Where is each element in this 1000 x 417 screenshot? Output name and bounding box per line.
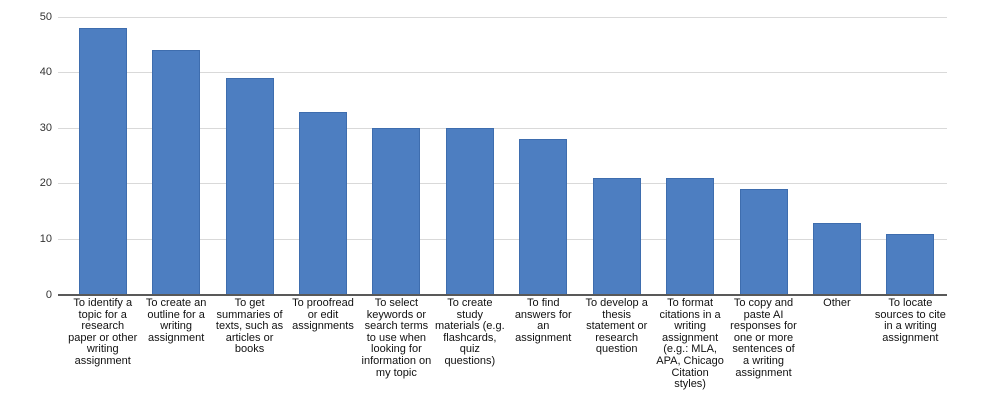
bar bbox=[886, 233, 935, 295]
y-axis-tick-label: 40 bbox=[39, 66, 52, 79]
bar bbox=[225, 78, 274, 295]
bar bbox=[519, 139, 568, 295]
bar-slot bbox=[800, 17, 873, 295]
y-axis-tick-label: 0 bbox=[45, 288, 52, 301]
bar-slot bbox=[874, 17, 947, 295]
bar bbox=[445, 128, 494, 295]
category-label: To develop a thesis statement or researc… bbox=[585, 297, 648, 356]
bar-slot bbox=[653, 17, 726, 295]
category-label: To create study materials (e.g. flashcar… bbox=[434, 297, 505, 367]
gridline bbox=[58, 72, 947, 74]
bar-slot bbox=[360, 17, 433, 295]
bar-slot bbox=[433, 17, 506, 295]
category-label: To identify a topic for a research paper… bbox=[68, 297, 138, 367]
bar-slot bbox=[66, 17, 139, 295]
bar bbox=[298, 111, 347, 295]
gridline bbox=[58, 16, 947, 18]
category-label: To format citations in a writing assignm… bbox=[656, 297, 724, 391]
category-label: To find answers for an assignment bbox=[514, 297, 572, 344]
x-axis-baseline bbox=[58, 294, 947, 296]
category-label: To get summaries of texts, such as artic… bbox=[215, 297, 284, 356]
y-axis-tick-label: 20 bbox=[39, 177, 52, 190]
category-axis-labels: To identify a topic for a research paper… bbox=[66, 297, 947, 391]
category-label: To locate sources to cite in a writing a… bbox=[874, 297, 946, 344]
y-axis-tick-label: 30 bbox=[39, 121, 52, 134]
y-axis-tick-label: 10 bbox=[39, 232, 52, 245]
bar bbox=[812, 222, 861, 295]
gridline bbox=[58, 127, 947, 129]
category-label: To proofread or edit assignments bbox=[292, 297, 354, 333]
category-label: To select keywords or search terms to us… bbox=[361, 297, 432, 379]
bar bbox=[372, 128, 421, 295]
category-label: Other bbox=[823, 297, 851, 309]
bar bbox=[666, 178, 715, 295]
bar-slot bbox=[139, 17, 212, 295]
bars-container bbox=[66, 17, 947, 295]
gridline bbox=[58, 238, 947, 240]
gridline bbox=[58, 183, 947, 185]
bar-slot bbox=[580, 17, 653, 295]
category-label: To create an outline for a writing assig… bbox=[145, 297, 207, 344]
bar bbox=[78, 28, 127, 295]
bar bbox=[152, 50, 201, 295]
bar-slot bbox=[286, 17, 359, 295]
bar-slot bbox=[213, 17, 286, 295]
bar bbox=[592, 178, 641, 295]
category-label: To copy and paste AI responses for one o… bbox=[730, 297, 797, 379]
y-axis-tick-label: 50 bbox=[39, 10, 52, 23]
bar bbox=[739, 189, 788, 295]
bar-slot bbox=[727, 17, 800, 295]
bar-slot bbox=[507, 17, 580, 295]
